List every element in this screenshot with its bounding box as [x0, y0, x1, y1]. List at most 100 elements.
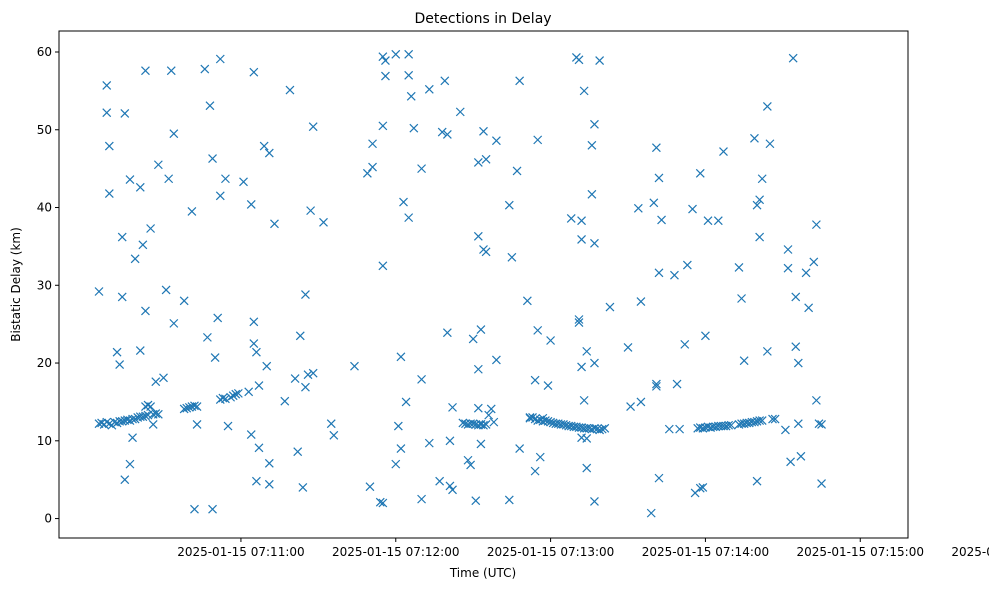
data-point — [780, 425, 790, 435]
data-point — [264, 148, 274, 158]
data-point — [657, 215, 666, 225]
data-point — [391, 459, 401, 469]
data-point — [479, 420, 488, 430]
data-point — [246, 199, 256, 209]
data-point — [350, 361, 359, 371]
data-point — [546, 417, 556, 427]
data-point — [762, 102, 772, 111]
data-point — [249, 317, 259, 327]
data-point — [375, 497, 385, 507]
data-point — [579, 395, 589, 405]
data-point — [481, 247, 491, 257]
data-point — [221, 174, 230, 184]
data-point — [791, 292, 801, 302]
data-point — [141, 306, 150, 316]
data-point — [574, 315, 584, 324]
data-point — [654, 268, 664, 278]
data-point — [574, 318, 584, 328]
data-point — [463, 455, 473, 465]
data-point — [817, 479, 826, 488]
data-point — [151, 409, 161, 419]
data-point — [135, 346, 145, 356]
data-point — [484, 410, 494, 420]
data-point — [399, 197, 408, 207]
data-point — [179, 404, 189, 414]
data-point — [208, 504, 217, 514]
data-point — [117, 292, 127, 302]
data-point — [788, 53, 798, 63]
data-point — [326, 419, 336, 429]
data-point — [522, 296, 532, 306]
data-point — [582, 463, 592, 473]
data-point — [587, 140, 597, 150]
x-axis-label: Time (UTC) — [449, 566, 516, 580]
data-point — [169, 129, 179, 139]
data-point — [765, 139, 775, 149]
data-point — [378, 498, 388, 508]
data-point — [757, 416, 767, 426]
data-point — [713, 216, 723, 226]
data-point — [381, 56, 390, 65]
data-point — [590, 358, 599, 368]
data-point — [726, 420, 736, 430]
data-point — [192, 402, 202, 412]
data-point — [148, 420, 158, 429]
data-point — [182, 403, 192, 413]
data-point — [680, 339, 690, 349]
data-point — [153, 409, 163, 419]
data-point — [393, 421, 403, 431]
data-point — [306, 206, 316, 216]
data-point — [251, 347, 261, 357]
data-point — [473, 231, 483, 241]
data-point — [409, 123, 419, 133]
data-point — [166, 66, 176, 76]
data-point — [303, 370, 313, 380]
data-point — [489, 417, 499, 427]
data-point — [440, 76, 450, 86]
data-point — [435, 476, 445, 486]
data-point — [698, 483, 708, 492]
data-point — [595, 425, 605, 435]
data-point — [590, 423, 599, 433]
data-point — [750, 133, 759, 143]
data-point — [442, 328, 452, 338]
data-point — [164, 174, 174, 184]
data-point — [587, 189, 597, 199]
data-point — [298, 483, 308, 492]
data-point — [187, 206, 197, 216]
data-point — [218, 393, 228, 403]
data-point — [190, 401, 199, 411]
data-point — [590, 238, 599, 248]
data-point — [651, 143, 661, 153]
data-point — [396, 444, 406, 453]
data-point — [378, 121, 388, 131]
data-point — [762, 346, 772, 356]
data-point — [786, 457, 796, 467]
data-point — [636, 397, 646, 407]
data-point — [682, 260, 692, 270]
y-tick-label: 20 — [37, 356, 52, 370]
data-point — [543, 416, 553, 426]
data-point — [670, 270, 679, 280]
data-point — [793, 358, 803, 368]
data-point — [249, 339, 259, 349]
data-point — [378, 261, 388, 271]
data-point — [233, 388, 243, 398]
data-point — [809, 257, 819, 267]
data-point — [481, 154, 491, 164]
data-point — [128, 414, 137, 424]
data-point — [151, 377, 161, 387]
data-point — [755, 416, 765, 426]
data-point — [104, 419, 114, 429]
data-point — [223, 421, 233, 431]
data-point — [804, 303, 814, 313]
data-point — [378, 52, 388, 62]
data-point — [768, 414, 777, 424]
data-point — [783, 245, 793, 254]
data-point — [515, 444, 525, 453]
data-point — [301, 382, 310, 392]
data-point — [102, 81, 112, 90]
data-point — [533, 325, 543, 335]
data-point — [308, 122, 318, 132]
data-point — [404, 49, 414, 59]
